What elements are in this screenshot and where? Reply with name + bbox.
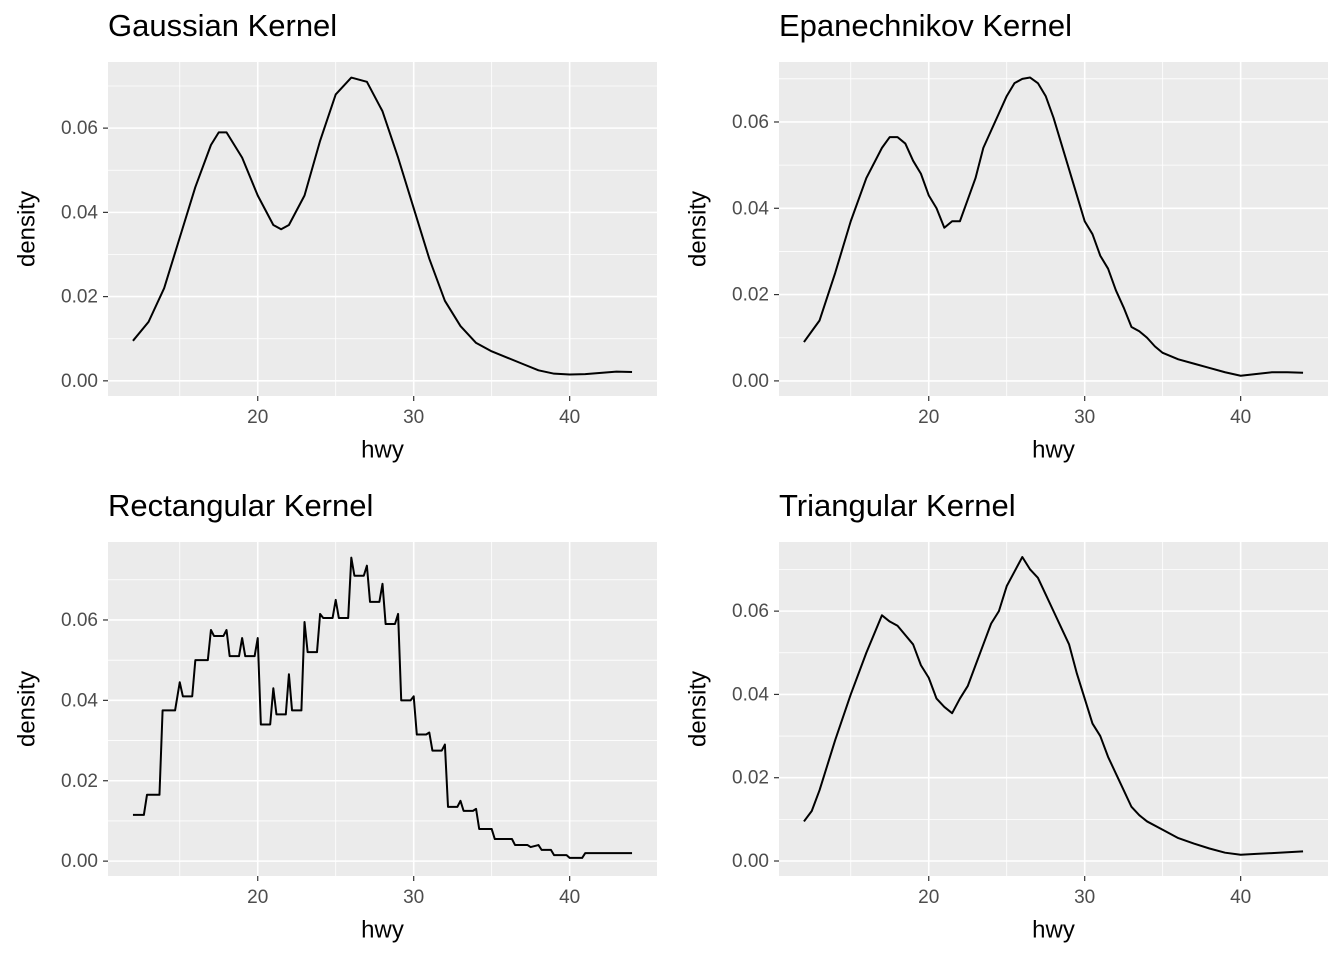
panel: 20 30 40 0.00 0.02 0.04 0.06 Rectangular Kernel… <box>13 488 657 943</box>
y-tick-label: 0.06 <box>732 601 769 622</box>
panel-title: Epanechnikov Kernel <box>779 8 1072 43</box>
y-tick-label: 0.00 <box>732 851 769 872</box>
plot-background <box>108 62 657 396</box>
plot-background <box>779 62 1328 396</box>
x-axis-label: hwy <box>1032 436 1075 463</box>
panel: 20 30 40 0.00 0.02 0.04 0.06 Triangular Kernel h… <box>684 488 1328 943</box>
y-tick-label: 0.06 <box>61 610 98 631</box>
y-tick-label: 0.02 <box>732 285 769 306</box>
x-axis-label: hwy <box>361 436 404 463</box>
panel-title: Triangular Kernel <box>779 488 1016 523</box>
x-tick-label: 30 <box>403 887 424 908</box>
y-tick-label: 0.04 <box>61 690 98 711</box>
x-tick-label: 40 <box>559 407 580 428</box>
density-line <box>132 556 633 859</box>
panel: 20 30 40 0.00 0.02 0.04 0.06 Gaussian Kernel hwy… <box>13 8 657 463</box>
y-axis-label: density <box>684 191 711 267</box>
x-tick-label: 30 <box>403 407 424 428</box>
y-axis-label: density <box>13 671 40 747</box>
x-tick-label: 20 <box>918 887 939 908</box>
y-tick-label: 0.00 <box>61 371 98 392</box>
y-tick-label: 0.04 <box>61 202 98 223</box>
x-axis-label: hwy <box>361 916 404 943</box>
panel: 20 30 40 0.00 0.02 0.04 0.06 Epanechnikov Kerne… <box>684 8 1328 463</box>
x-tick-label: 40 <box>1230 887 1251 908</box>
y-tick-label: 0.00 <box>732 371 769 392</box>
density-line <box>803 76 1304 377</box>
x-tick-label: 40 <box>559 887 580 908</box>
y-axis-label: density <box>13 191 40 267</box>
plot-background <box>779 542 1328 876</box>
panel-title: Gaussian Kernel <box>108 8 337 43</box>
plot-background <box>108 542 657 876</box>
y-tick-label: 0.06 <box>732 112 769 133</box>
x-tick-label: 30 <box>1074 407 1095 428</box>
x-tick-label: 20 <box>247 887 268 908</box>
y-tick-label: 0.02 <box>61 287 98 308</box>
density-line <box>803 555 1304 856</box>
x-axis-label: hwy <box>1032 916 1075 943</box>
x-tick-label: 20 <box>918 407 939 428</box>
y-tick-label: 0.00 <box>61 851 98 872</box>
y-axis-label: density <box>684 671 711 747</box>
y-tick-label: 0.02 <box>61 771 98 792</box>
panel-title: Rectangular Kernel <box>108 488 373 523</box>
x-tick-label: 20 <box>247 407 268 428</box>
y-tick-label: 0.04 <box>732 684 769 705</box>
y-tick-label: 0.06 <box>61 118 98 139</box>
y-tick-label: 0.04 <box>732 198 769 219</box>
x-tick-label: 40 <box>1230 407 1251 428</box>
density-line <box>132 76 633 376</box>
y-tick-label: 0.02 <box>732 768 769 789</box>
x-tick-label: 30 <box>1074 887 1095 908</box>
